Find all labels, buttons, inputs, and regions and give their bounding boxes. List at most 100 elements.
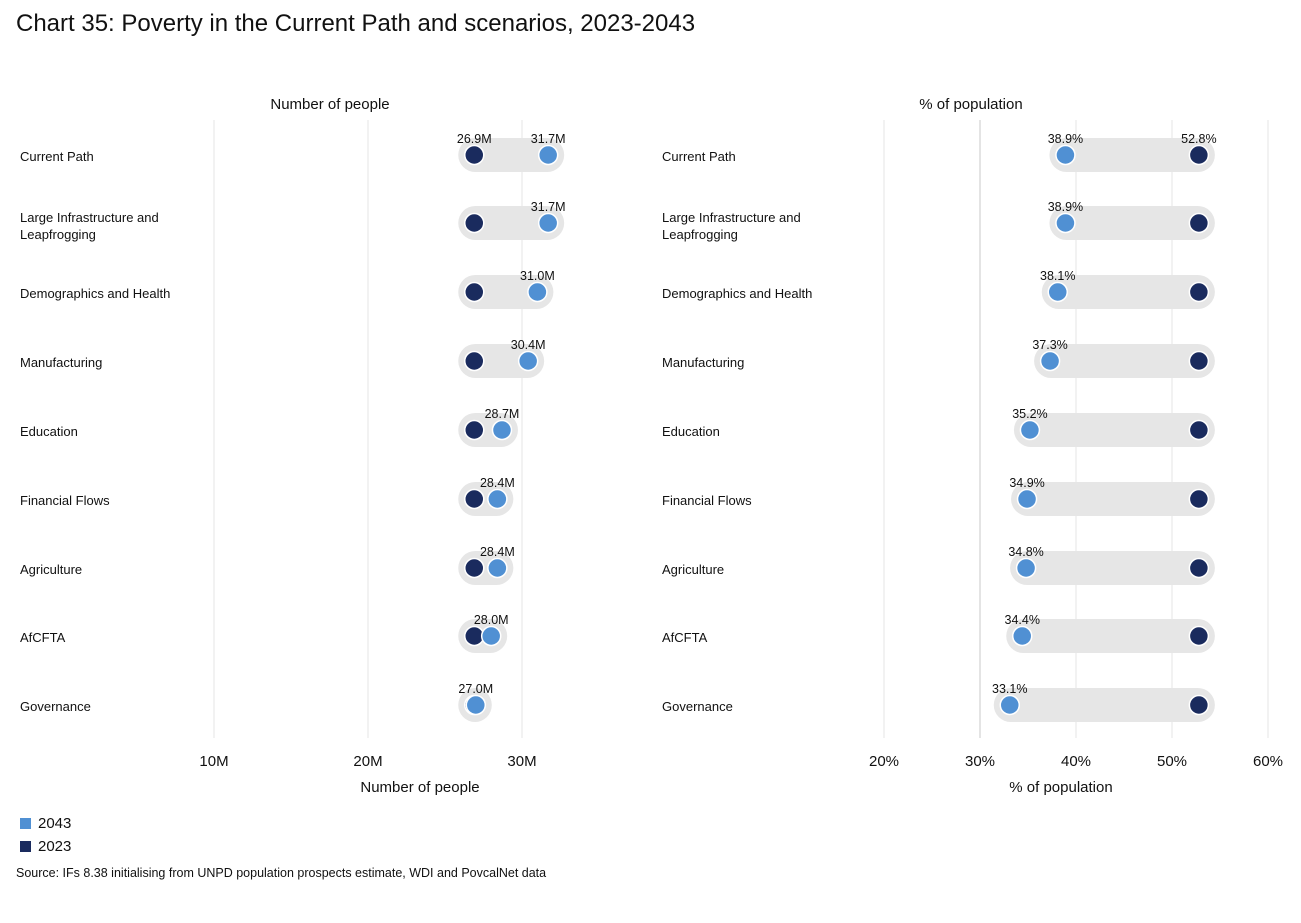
panel2-dot-2023 <box>1188 557 1210 579</box>
panel2-dot-2043 <box>1016 488 1038 510</box>
panel2-range-pill <box>1006 619 1215 653</box>
legend-swatch-2043 <box>20 818 31 829</box>
panel2-dot-2043 <box>1055 144 1076 166</box>
panel2-category-label: Manufacturing <box>662 355 744 370</box>
panel2-category-label: Current Path <box>662 149 736 164</box>
panel1-range-pill <box>458 206 565 240</box>
panel1-dot-2023 <box>464 419 485 441</box>
panel2-data-label-2043: 38.9% <box>1048 132 1083 146</box>
panel2-data-label-2043: 38.1% <box>1040 269 1075 283</box>
panel1-range-pill <box>458 275 554 309</box>
panel1-dot-2043 <box>480 625 502 647</box>
panel1-dot-2043 <box>537 212 559 234</box>
panel2-category-label: AfCFTA <box>662 630 708 645</box>
panel1-data-label-2043: 30.4M <box>511 338 546 352</box>
panel2-dot-2043 <box>1015 557 1037 579</box>
panel1-dot-2023 <box>464 350 485 372</box>
panel2-x-tick-label: 50% <box>1157 753 1187 770</box>
panel2-dot-2023 <box>1188 694 1210 716</box>
panel1-dot-2043 <box>487 557 508 579</box>
panel1-category-label: Large Infrastructure and Leapfrogging <box>20 210 159 242</box>
panel1-dot-2043 <box>491 419 513 441</box>
panel1-category-label: Financial Flows <box>20 493 110 508</box>
panel1-data-label-2043: 31.0M <box>520 269 555 283</box>
panel2-range-pill <box>1034 344 1215 378</box>
panel2-dot-2023 <box>1188 350 1210 372</box>
panel1-dot-2023 <box>464 625 485 647</box>
panel2-x-tick-label: 60% <box>1253 753 1283 770</box>
panel1-dot-2043 <box>487 488 508 510</box>
panel2-dot-2043 <box>1047 281 1069 303</box>
panel2-dot-2043 <box>1055 212 1076 234</box>
panel1-category-label: Agriculture <box>20 562 82 577</box>
panel2-data-label-2043: 37.3% <box>1032 338 1067 352</box>
panel1-data-label-2043: 28.4M <box>480 476 515 490</box>
panel1-category-label: Current Path <box>20 149 94 164</box>
panel1-category-label: Education <box>20 424 78 439</box>
panel2-data-label-2043: 33.1% <box>992 682 1027 696</box>
panel2-dot-2023 <box>1188 625 1210 647</box>
panel2-range-pill <box>1013 413 1215 447</box>
panel1-x-tick-label: 20M <box>353 753 382 770</box>
panel2-data-label-2023: 52.8% <box>1181 132 1216 146</box>
panel1-dot-2023 <box>464 488 485 510</box>
legend-item-2043[interactable]: 2043 <box>20 812 71 835</box>
panel2-x-axis-title: % of population <box>1009 779 1112 796</box>
panel2-category-label: Education <box>662 424 720 439</box>
panel2-dot-2043 <box>1011 625 1033 647</box>
panel2-x-tick-label: 20% <box>869 753 899 770</box>
panel2-category-label: Financial Flows <box>662 493 752 508</box>
panel1-category-label: Demographics and Health <box>20 286 170 301</box>
panel1-dot-2043 <box>465 694 487 716</box>
panel2-range-pill <box>1041 275 1215 309</box>
chart-title: Chart 35: Poverty in the Current Path an… <box>16 10 696 37</box>
panel1-x-tick-label: 10M <box>199 753 228 770</box>
panel1-dot-2043 <box>517 350 539 372</box>
panel2-data-label-2043: 34.8% <box>1008 545 1043 559</box>
panel2-range-pill <box>1010 551 1215 585</box>
panel2-data-label-2043: 34.4% <box>1005 613 1040 627</box>
panel1-x-axis-title: Number of people <box>360 779 479 796</box>
panel1-data-label-2023: 26.9M <box>457 132 492 146</box>
legend-label-2023: 2023 <box>38 838 72 855</box>
panel1-dot-2043 <box>527 281 548 303</box>
panel2-dot-2043 <box>1019 419 1041 441</box>
panel2-range-pill <box>1011 482 1215 516</box>
panel2-data-label-2043: 35.2% <box>1012 407 1047 421</box>
panel2-x-tick-label: 30% <box>965 753 995 770</box>
panel2-range-pill <box>993 688 1215 722</box>
panel1-data-label-2043: 28.0M <box>474 613 509 627</box>
panel2-category-label: Governance <box>662 699 733 714</box>
panel2-category-label: Large Infrastructure and Leapfrogging <box>662 210 801 242</box>
panel1-dot-2023 <box>464 212 485 234</box>
panel1-range-pill <box>458 138 565 172</box>
legend-label-2043: 2043 <box>38 815 72 832</box>
panel1-data-label-2043: 28.4M <box>480 545 515 559</box>
panel2-dot-2023 <box>1188 488 1210 510</box>
panel2-category-label: Demographics and Health <box>662 286 812 301</box>
panel2-panel-title: % of population <box>919 96 1022 113</box>
source-note: Source: IFs 8.38 initialising from UNPD … <box>16 866 547 880</box>
panel2-dot-2043 <box>999 694 1021 716</box>
panel2-dot-2043 <box>1039 350 1061 372</box>
panel1-category-label: Governance <box>20 699 91 714</box>
panel1-dot-2043 <box>537 144 559 166</box>
panel2-range-pill <box>1049 138 1215 172</box>
panel1-category-label: Manufacturing <box>20 355 102 370</box>
panel2-dot-2023 <box>1188 419 1210 441</box>
panel2-dot-2023 <box>1188 281 1210 303</box>
panel2-data-label-2043: 38.9% <box>1048 200 1083 214</box>
panel1-data-label-2043: 31.7M <box>531 132 566 146</box>
panel2-category-label: Agriculture <box>662 562 724 577</box>
panel1-data-label-2043: 31.7M <box>531 200 566 214</box>
legend-item-2023[interactable]: 2023 <box>20 835 71 858</box>
panel2-x-tick-label: 40% <box>1061 753 1091 770</box>
legend-swatch-2023 <box>20 841 31 852</box>
panel1-panel-title: Number of people <box>270 96 389 113</box>
legend: 2043 2023 <box>20 812 71 858</box>
panel2-dot-2023 <box>1188 212 1210 234</box>
panel1-dot-2023 <box>464 557 485 579</box>
panel2-data-label-2043: 34.9% <box>1009 476 1044 490</box>
panel1-dot-2023 <box>464 281 485 303</box>
